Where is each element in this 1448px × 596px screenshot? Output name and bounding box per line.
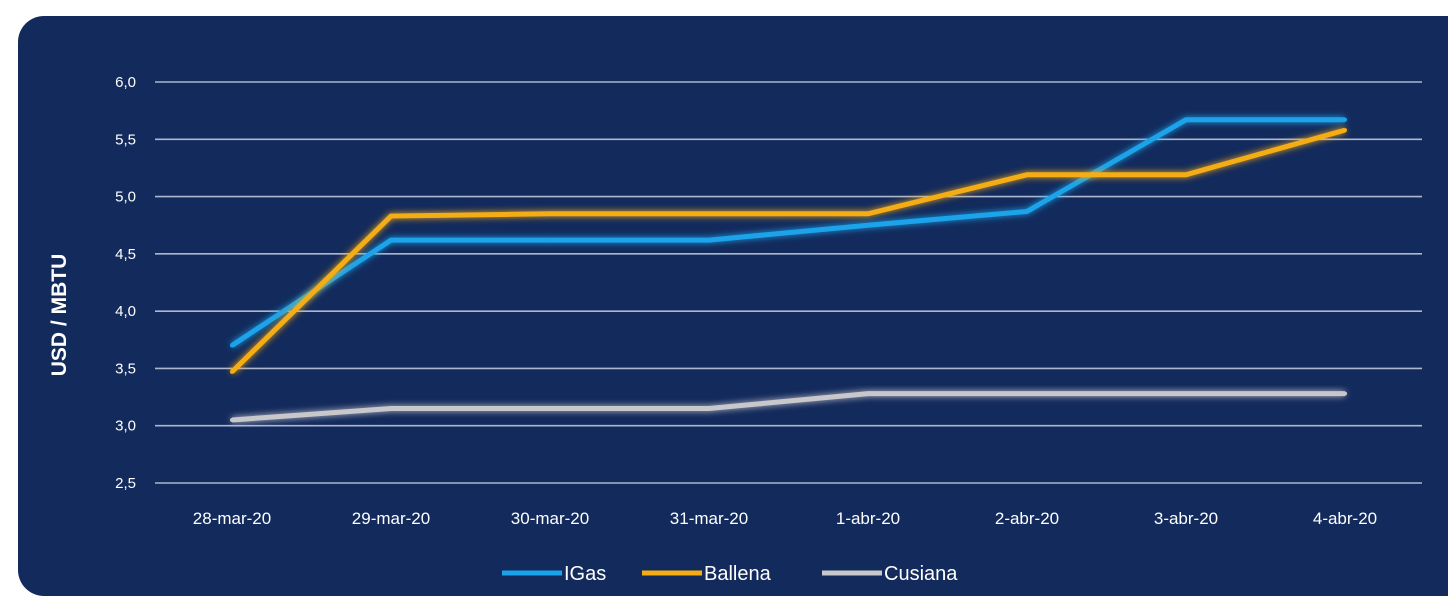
series-line-cusiana (231, 391, 1345, 423)
data-point-cusiana (548, 406, 552, 411)
data-point-igas (1184, 117, 1188, 122)
y-tick-label: 5,0 (115, 189, 136, 206)
y-tick-label: 5,5 (115, 131, 136, 148)
series-line-igas (230, 117, 1345, 348)
x-tick-label: 29-mar-20 (352, 509, 430, 528)
data-point-igas (389, 238, 393, 243)
chart-panel (18, 16, 1448, 596)
y-axis-label: USD / MBTU (48, 254, 71, 377)
data-point-ballena (707, 211, 711, 216)
series-lines (230, 117, 1347, 423)
data-point-ballena (1184, 172, 1188, 177)
data-point-ballena (389, 214, 393, 219)
legend: IGas Ballena Cusiana (502, 563, 958, 585)
y-tick-label: 4,5 (115, 246, 136, 263)
y-axis-ticks: 6,0 5,5 5,0 4,5 4,0 3,5 3,0 2,5 (115, 74, 136, 492)
data-point-cusiana (389, 406, 393, 411)
y-tick-label: 2,5 (115, 475, 136, 492)
series-line-ballena (230, 127, 1346, 374)
data-point-cusiana (1343, 391, 1347, 396)
data-point-igas (707, 238, 711, 243)
data-point-cusiana (866, 391, 870, 396)
data-point-ballena (548, 211, 552, 216)
data-point-ballena (1343, 128, 1347, 133)
y-tick-label: 6,0 (115, 74, 136, 91)
y-tick-label: 4,0 (115, 303, 136, 320)
y-tick-label: 3,5 (115, 360, 136, 377)
x-tick-label: 2-abr-20 (995, 509, 1059, 528)
x-tick-label: 4-abr-20 (1313, 509, 1377, 528)
gridlines (155, 81, 1422, 484)
data-point-igas (230, 343, 234, 348)
x-tick-label: 1-abr-20 (836, 509, 900, 528)
data-point-igas (1343, 117, 1347, 122)
x-tick-label: 30-mar-20 (511, 509, 589, 528)
x-tick-label: 3-abr-20 (1154, 509, 1218, 528)
data-point-igas (548, 238, 552, 243)
x-tick-label: 28-mar-20 (193, 509, 271, 528)
data-point-ballena (230, 369, 234, 374)
legend-item-cusiana: Cusiana (822, 563, 958, 585)
y-tick-label: 3,0 (115, 418, 136, 435)
legend-item-igas: IGas (502, 563, 606, 585)
data-point-igas (1025, 209, 1029, 214)
legend-item-ballena: Ballena (642, 563, 772, 585)
data-point-cusiana (230, 417, 234, 422)
data-point-cusiana (707, 406, 711, 411)
x-tick-label: 31-mar-20 (670, 509, 748, 528)
data-point-ballena (1025, 172, 1029, 177)
data-point-cusiana (1025, 391, 1029, 396)
x-axis-ticks: 28-mar-20 29-mar-20 30-mar-20 31-mar-20 1-ab… (193, 509, 1377, 528)
legend-label: Cusiana (884, 563, 958, 585)
legend-label: IGas (564, 563, 606, 585)
data-point-cusiana (1184, 391, 1188, 396)
data-point-igas (866, 223, 870, 228)
data-point-ballena (866, 211, 870, 216)
legend-label: Ballena (704, 563, 772, 585)
